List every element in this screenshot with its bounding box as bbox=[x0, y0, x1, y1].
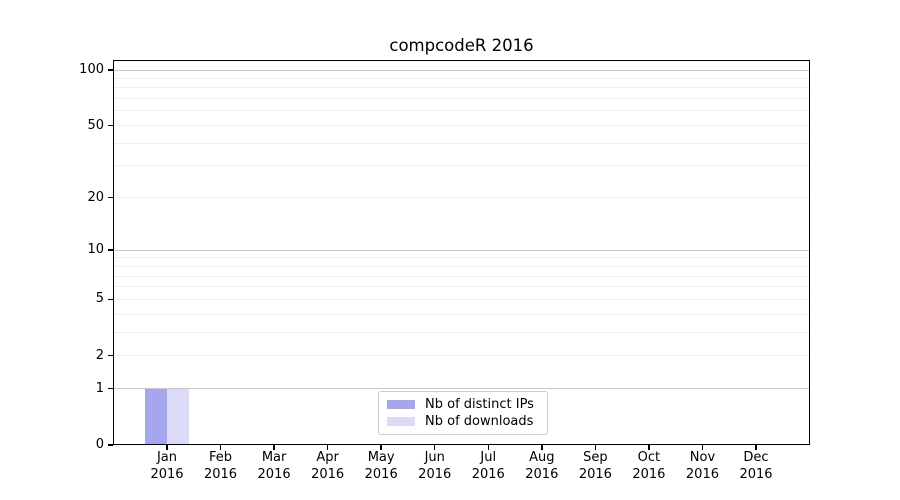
bar-jan-0 bbox=[145, 388, 167, 445]
x-tick-month: Mar bbox=[261, 450, 287, 465]
y-tick-label: 0 bbox=[95, 437, 104, 452]
gridline-minor bbox=[113, 265, 810, 267]
y-tick-label: 5 bbox=[95, 291, 104, 307]
y-tick-mark bbox=[108, 355, 113, 357]
x-tick-year: 2016 bbox=[578, 466, 612, 482]
x-tick-month: Apr bbox=[316, 450, 339, 465]
x-tick-label: Apr 2016 bbox=[296, 450, 360, 483]
gridline-minor bbox=[113, 125, 810, 127]
gridline-minor bbox=[113, 197, 810, 199]
gridline-minor bbox=[113, 275, 810, 277]
y-tick-label: 20 bbox=[87, 189, 104, 205]
legend-label-distinct-ips: Nb of distinct IPs bbox=[425, 397, 534, 412]
x-tick-month: May bbox=[367, 450, 395, 465]
x-tick-month: Sep bbox=[583, 450, 608, 465]
x-tick-year: 2016 bbox=[257, 466, 291, 482]
x-tick-month: Jul bbox=[480, 450, 497, 465]
gridline-major bbox=[113, 388, 810, 390]
y-tick-label: 1 bbox=[95, 380, 104, 396]
x-tick-mark bbox=[326, 445, 329, 450]
gridline-minor bbox=[113, 331, 810, 333]
y-tick-label: 10 bbox=[87, 242, 104, 258]
x-tick-month: Jan bbox=[156, 450, 178, 465]
x-tick-mark bbox=[219, 445, 222, 450]
x-tick-month: Oct bbox=[637, 450, 661, 465]
gridline-minor bbox=[113, 313, 810, 315]
x-tick-mark bbox=[487, 445, 489, 450]
x-tick-label: Aug 2016 bbox=[510, 450, 574, 483]
x-tick-label: Sep 2016 bbox=[563, 450, 627, 483]
legend: Nb of distinct IPs Nb of downloads bbox=[378, 391, 548, 435]
x-tick-year: 2016 bbox=[364, 466, 398, 482]
x-tick-label: Mar 2016 bbox=[242, 450, 306, 483]
x-tick-year: 2016 bbox=[739, 466, 773, 482]
gridline-minor bbox=[113, 142, 810, 144]
x-tick-month: Jun bbox=[424, 450, 445, 465]
x-tick-label: Dec 2016 bbox=[724, 450, 788, 483]
gridline-minor bbox=[113, 257, 810, 259]
gridline-minor bbox=[113, 165, 810, 167]
legend-item-distinct-ips: Nb of distinct IPs bbox=[387, 397, 539, 412]
y-tick-label: 100 bbox=[79, 62, 104, 77]
y-tick-mark bbox=[108, 124, 113, 127]
x-tick-year: 2016 bbox=[471, 466, 505, 482]
gridline-minor bbox=[113, 298, 810, 300]
gridline-minor bbox=[113, 286, 810, 288]
legend-swatch-downloads bbox=[387, 417, 415, 426]
x-tick-year: 2016 bbox=[525, 466, 559, 482]
gridline-minor bbox=[113, 98, 810, 100]
gridline-minor bbox=[113, 355, 810, 357]
x-tick-year: 2016 bbox=[311, 466, 345, 482]
legend-swatch-distinct-ips bbox=[387, 400, 415, 409]
x-tick-year: 2016 bbox=[150, 466, 184, 482]
legend-item-downloads: Nb of downloads bbox=[387, 414, 539, 429]
x-tick-mark bbox=[594, 445, 597, 450]
x-tick-mark bbox=[166, 445, 168, 450]
gridline-minor bbox=[113, 77, 810, 79]
y-tick-mark bbox=[108, 196, 113, 199]
x-tick-label: Oct 2016 bbox=[617, 450, 681, 483]
x-tick-mark bbox=[541, 445, 543, 450]
bar-jan-1 bbox=[167, 388, 189, 445]
x-tick-mark bbox=[755, 445, 757, 450]
x-tick-label: Feb 2016 bbox=[189, 450, 253, 483]
gridline-major bbox=[113, 69, 810, 71]
x-tick-month: Nov bbox=[689, 450, 716, 465]
y-tick-mark bbox=[108, 444, 113, 446]
chart-title: compcodeR 2016 bbox=[389, 36, 534, 55]
gridline-major bbox=[113, 249, 810, 251]
x-tick-mark bbox=[380, 445, 382, 450]
x-tick-label: Jun 2016 bbox=[403, 450, 467, 483]
x-tick-year: 2016 bbox=[418, 466, 452, 482]
x-tick-mark bbox=[648, 445, 650, 450]
y-tick-label: 2 bbox=[95, 347, 104, 363]
x-tick-month: Dec bbox=[743, 450, 769, 465]
gridline-minor bbox=[113, 87, 810, 89]
legend-label-downloads: Nb of downloads bbox=[425, 414, 534, 429]
y-tick-mark bbox=[108, 387, 113, 390]
x-tick-mark bbox=[434, 445, 436, 450]
x-tick-label: Jan 2016 bbox=[135, 450, 199, 483]
y-tick-mark bbox=[108, 69, 113, 71]
x-tick-month: Feb bbox=[209, 450, 233, 465]
plot-area: Nb of distinct IPs Nb of downloads bbox=[113, 60, 810, 445]
gridline-minor bbox=[113, 110, 810, 112]
x-tick-label: Jul 2016 bbox=[456, 450, 520, 483]
x-tick-year: 2016 bbox=[632, 466, 666, 482]
x-tick-mark bbox=[701, 445, 704, 450]
x-tick-month: Aug bbox=[529, 450, 555, 465]
x-tick-year: 2016 bbox=[685, 466, 719, 482]
y-tick-label: 50 bbox=[87, 117, 104, 133]
x-tick-year: 2016 bbox=[203, 466, 238, 482]
x-tick-mark bbox=[273, 445, 275, 450]
y-tick-mark bbox=[108, 298, 113, 301]
y-tick-mark bbox=[108, 249, 113, 251]
x-tick-label: May 2016 bbox=[349, 450, 413, 483]
x-tick-label: Nov 2016 bbox=[670, 450, 734, 483]
